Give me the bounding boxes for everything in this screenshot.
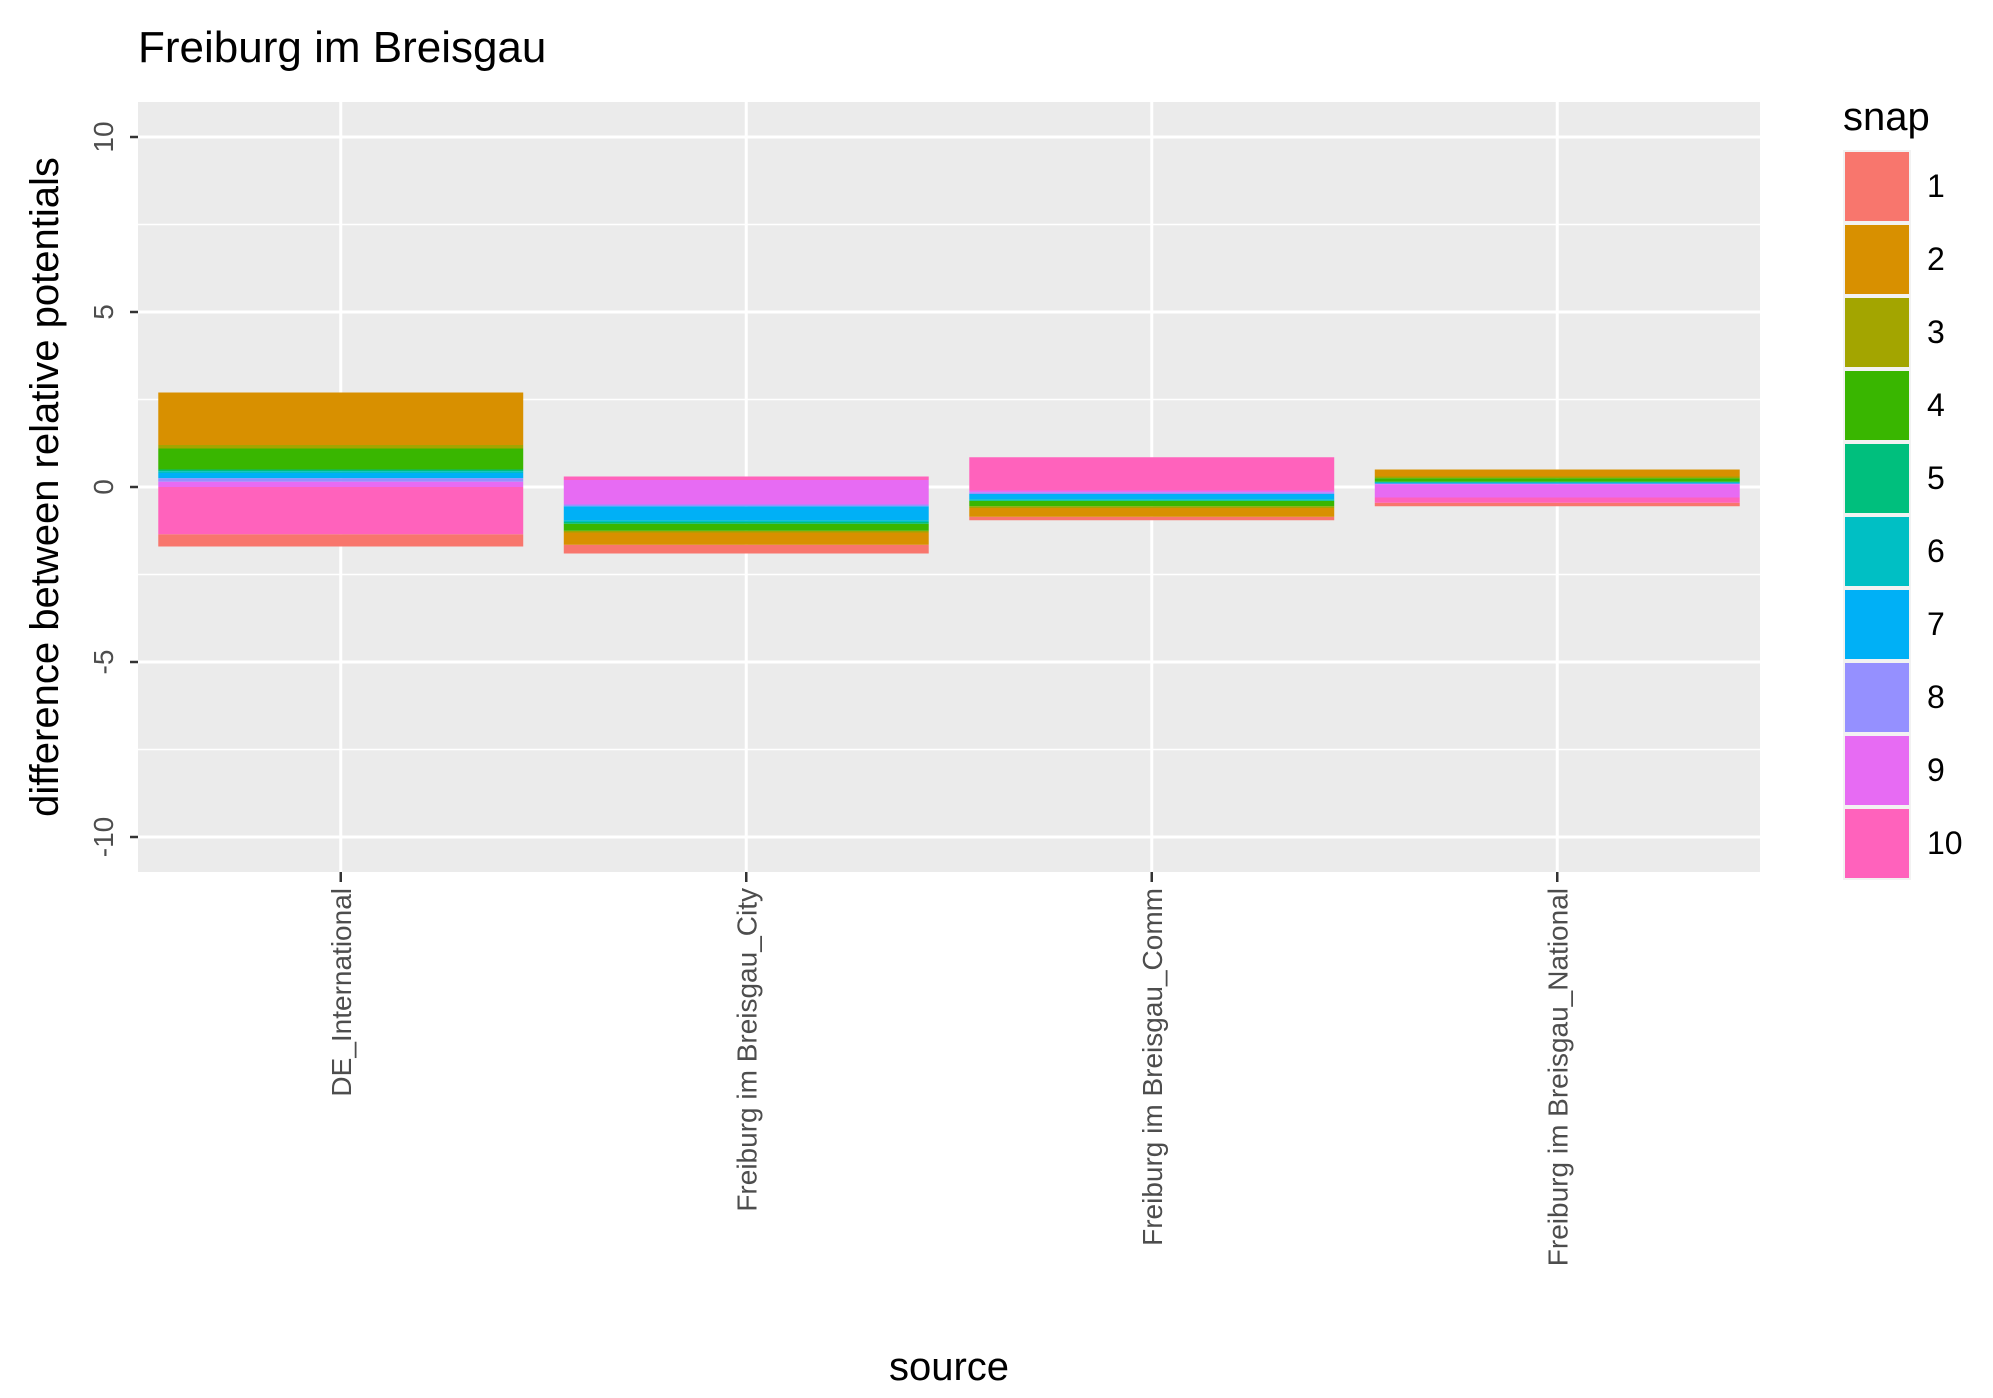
- legend-label: 9: [1927, 752, 1945, 788]
- bar-segment-snap-2: [1374, 469, 1740, 477]
- bar-segment-snap-1: [158, 534, 524, 547]
- bar-segment-snap-4: [969, 501, 1335, 507]
- y-axis-title: difference between relative potentials: [23, 157, 67, 817]
- bar-segment-snap-5: [158, 469, 524, 472]
- legend-swatch-snap-8: [1845, 663, 1909, 732]
- bar-segment-snap-8: [969, 492, 1335, 494]
- bar-segment-snap-7: [563, 506, 929, 521]
- bar-segment-snap-7: [1374, 482, 1740, 484]
- legend-label: 2: [1927, 241, 1945, 277]
- legend-swatch-snap-7: [1845, 590, 1909, 659]
- bar-segment-snap-3: [158, 445, 524, 449]
- legend-swatch-snap-5: [1845, 444, 1909, 513]
- bar-segment-snap-3: [1374, 476, 1740, 479]
- bar-segment-snap-2: [969, 508, 1335, 517]
- x-axis-title: source: [889, 1345, 1009, 1389]
- y-tick-label: 5: [88, 304, 119, 320]
- legend-swatch-snap-3: [1845, 298, 1909, 367]
- bar-segment-snap-8: [1374, 483, 1740, 485]
- bar-segment-snap-9: [563, 480, 929, 505]
- bar-segment-snap-8: [158, 478, 524, 482]
- chart-title: Freiburg im Breisgau: [138, 23, 546, 72]
- bar-segment-snap-5: [563, 522, 929, 524]
- legend-swatch-snap-1: [1845, 152, 1909, 221]
- legend-label: 1: [1927, 168, 1945, 204]
- bar-segment-snap-10: [969, 457, 1335, 491]
- x-tick-label: Freiburg im Breisgau_Comm: [1137, 888, 1168, 1246]
- bar-segment-snap-2: [158, 392, 524, 445]
- bar-segment-snap-4: [563, 523, 929, 531]
- legend-label: 10: [1927, 825, 1963, 861]
- axes: -10 -5 0 5 10 DE_International Freiburg im Bre…: [88, 121, 1573, 1266]
- y-tick-label: -10: [88, 817, 119, 857]
- bar-segment-snap-9: [158, 481, 524, 487]
- bar-segment-snap-9: [969, 490, 1335, 493]
- legend-swatch-snap-10: [1845, 809, 1909, 878]
- bar-segment-snap-10: [563, 476, 929, 480]
- bar-segment-snap-6: [1374, 482, 1740, 483]
- bar-segment-snap-3: [563, 530, 929, 533]
- legend: 1 2 3 4 5 6 7 8 9 10: [1843, 150, 1963, 880]
- bar-segment-snap-2: [563, 532, 929, 545]
- bar-segment-snap-4: [1374, 478, 1740, 482]
- legend-label: 3: [1927, 314, 1945, 350]
- legend-label: 4: [1927, 387, 1945, 423]
- x-tick-label: Freiburg im Breisgau_National: [1542, 888, 1573, 1266]
- bar-segment-snap-6: [158, 471, 524, 473]
- bar-segment-snap-4: [158, 448, 524, 470]
- bar-segment-snap-7: [969, 494, 1335, 500]
- bar-segment-snap-6: [563, 520, 929, 522]
- bar-segment-snap-5: [969, 500, 1335, 501]
- y-tick-label: -5: [88, 650, 119, 675]
- legend-label: 8: [1927, 679, 1945, 715]
- legend-swatch-snap-2: [1845, 225, 1909, 294]
- bar-segment-snap-8: [563, 504, 929, 507]
- y-tick-label: 0: [88, 479, 119, 495]
- bar-segment-snap-1: [1374, 502, 1740, 507]
- bars: [158, 392, 1740, 554]
- bar-segment-snap-1: [969, 516, 1335, 521]
- y-tick-label: 10: [88, 121, 119, 152]
- legend-title: snap: [1843, 95, 1930, 139]
- legend-label: 7: [1927, 606, 1945, 642]
- bar-segment-snap-6: [969, 499, 1335, 501]
- bar-segment-snap-1: [563, 544, 929, 554]
- bar-segment-snap-5: [1374, 481, 1740, 483]
- x-tick-label: Freiburg im Breisgau_City: [731, 888, 762, 1212]
- bar-segment-snap-9: [1374, 484, 1740, 498]
- bar-segment-snap-10: [1374, 497, 1740, 503]
- legend-label: 5: [1927, 460, 1945, 496]
- legend-swatch-snap-9: [1845, 736, 1909, 805]
- legend-swatch-snap-6: [1845, 517, 1909, 586]
- legend-label: 6: [1927, 533, 1945, 569]
- bar-segment-snap-7: [158, 473, 524, 479]
- bar-segment-snap-10: [158, 487, 524, 535]
- legend-swatch-snap-4: [1845, 371, 1909, 440]
- bar-segment-snap-3: [969, 506, 1335, 508]
- x-tick-label: DE_International: [326, 888, 357, 1097]
